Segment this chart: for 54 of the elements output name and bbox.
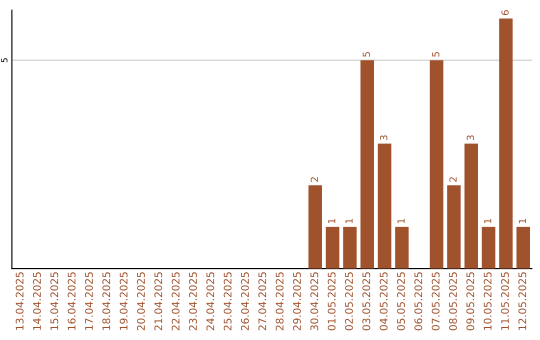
x-tick-label: 06.05.2025 [414,272,422,330]
x-tick-label: 10.05.2025 [484,272,492,330]
x-tick-label: 08.05.2025 [449,272,457,330]
x-tick-label: 27.04.2025 [258,272,266,330]
x-tick-label: 25.04.2025 [224,272,232,330]
x-tick-label: 24.04.2025 [206,272,214,330]
x-tick-label: 02.05.2025 [345,272,353,330]
x-tick-label: 11.05.2025 [501,272,509,330]
x-tick-label: 03.05.2025 [362,272,370,330]
x-tick-label: 04.05.2025 [380,272,388,330]
x-tick-label: 22.04.2025 [172,272,180,330]
x-tick-label: 21.04.2025 [154,272,162,330]
data-label: 3 [466,135,474,140]
bar [378,144,392,269]
x-tick-label: 16.04.2025 [68,272,76,330]
x-tick-label: 07.05.2025 [432,272,440,330]
data-label: 1 [518,218,526,224]
data-label: 5 [432,52,440,57]
bar [360,60,374,269]
x-tick-label: 15.04.2025 [50,272,58,330]
data-label: 1 [328,218,336,224]
bar [447,185,461,269]
x-tick-label: 17.04.2025 [85,272,93,330]
data-label: 2 [449,177,457,182]
x-tick-label: 12.05.2025 [518,272,526,330]
x-tick-label: 23.04.2025 [189,272,197,330]
bar [464,144,478,269]
bar [430,60,444,269]
bar [482,226,496,269]
bar [308,185,322,269]
data-label: 2 [310,177,318,182]
data-label: 1 [484,218,492,224]
data-label: 1 [345,218,353,224]
x-tick-label: 29.04.2025 [293,272,301,330]
bar [516,226,530,269]
x-tick-label: 14.04.2025 [33,272,41,330]
x-tick-label: 20.04.2025 [137,272,145,330]
data-label: 3 [380,135,388,140]
bar [395,226,409,269]
x-tick-label: 30.04.2025 [310,272,318,330]
bar [499,18,513,269]
bar [343,226,357,269]
x-tick-label: 28.04.2025 [276,272,284,330]
bar [326,226,340,269]
x-tick-label: 09.05.2025 [466,272,474,330]
data-label: 6 [501,10,509,16]
x-tick-label: 26.04.2025 [241,272,249,330]
data-label: 5 [362,52,370,57]
x-tick-label: 05.05.2025 [397,272,405,330]
x-tick-label: 18.04.2025 [102,272,110,330]
x-tick-label: 13.04.2025 [16,272,24,330]
x-tick-label: 01.05.2025 [328,272,336,330]
data-label: 1 [397,218,405,224]
x-tick-label: 19.04.2025 [120,272,128,330]
